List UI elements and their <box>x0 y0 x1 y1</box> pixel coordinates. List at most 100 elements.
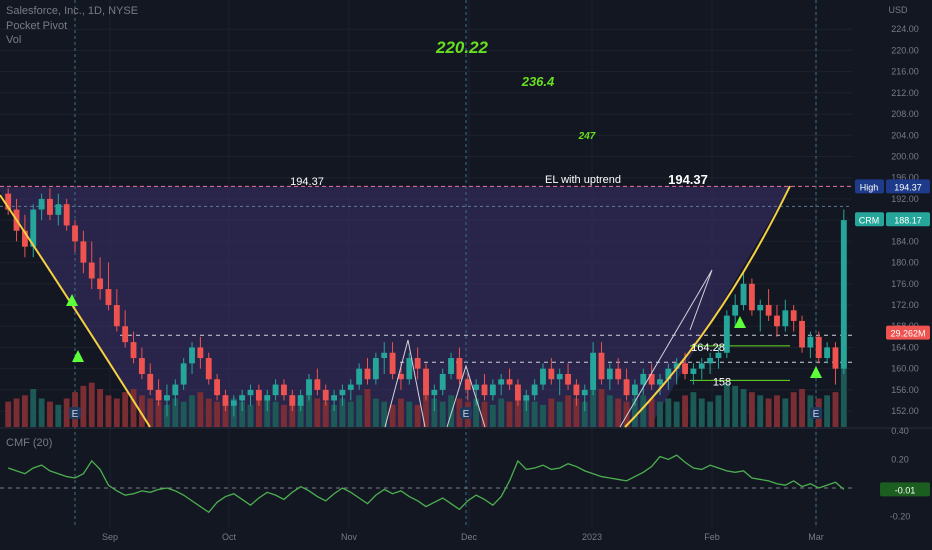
candle-body <box>715 352 722 359</box>
volume-bar <box>322 401 329 427</box>
volume-bar <box>289 398 296 427</box>
candle-body <box>172 384 179 396</box>
candle-body <box>47 198 53 215</box>
candle-body <box>657 379 663 385</box>
volume-bar <box>21 395 28 427</box>
symbol-title: Salesforce, Inc., 1D, NYSE <box>6 5 139 17</box>
candle-body <box>665 368 672 380</box>
earnings-marker-label: E <box>72 409 79 420</box>
candle-body <box>281 384 287 396</box>
candle-body <box>122 326 129 343</box>
volume-bar <box>247 404 254 427</box>
candle-body <box>322 389 329 401</box>
volume-bar <box>423 392 429 427</box>
volume-bar <box>431 398 438 427</box>
indicator-volume-label: Vol <box>6 34 22 46</box>
candle-body <box>514 384 521 401</box>
volume-bar <box>523 398 530 427</box>
chart-annotation: 194.37 <box>290 176 324 188</box>
y-tick-label: 208.00 <box>891 109 919 119</box>
volume-bar <box>222 404 229 427</box>
volume-bar <box>732 385 739 427</box>
chart-annotation: 158 <box>713 377 731 389</box>
volume-bar <box>715 395 722 427</box>
volume-bar <box>138 395 145 427</box>
volume-bar <box>205 398 212 427</box>
volume-bar <box>331 404 338 427</box>
y-tick-label: 172.00 <box>891 300 919 310</box>
volume-bar <box>598 389 605 427</box>
candle-body <box>765 305 772 316</box>
volume-bar <box>606 395 613 427</box>
candle-body <box>130 342 137 359</box>
volume-bar <box>5 401 12 427</box>
volume-bar <box>631 398 638 427</box>
volume-bar <box>581 401 588 427</box>
candle-body <box>540 368 546 385</box>
volume-bar <box>765 398 772 427</box>
candle-body <box>297 395 304 406</box>
volume-bar <box>824 395 831 427</box>
candle-body <box>489 384 496 396</box>
candle-body <box>289 395 296 406</box>
volume-bar <box>757 395 764 427</box>
candle-body <box>648 373 655 385</box>
candle-body <box>247 389 254 396</box>
candle-body <box>824 347 831 359</box>
candle-body <box>147 373 154 390</box>
candle-body <box>598 352 605 380</box>
volume-bar <box>30 389 37 427</box>
volume-bar <box>306 392 312 427</box>
volume-bar <box>38 398 45 427</box>
volume-bar <box>381 401 388 427</box>
candle-body <box>272 384 279 396</box>
candle-body <box>97 278 104 290</box>
candle-body <box>673 363 680 369</box>
candle-body <box>214 379 221 396</box>
chart-annotation: EL with uptrend <box>545 174 621 186</box>
volume-bar <box>690 392 697 427</box>
volume-bar <box>748 392 755 427</box>
candle-body <box>456 358 463 380</box>
volume-bar <box>47 401 53 427</box>
price-badge-value: 188.17 <box>894 215 922 225</box>
price-badge-label-box <box>855 212 884 227</box>
candle-body <box>239 395 246 401</box>
candle-body <box>581 389 588 396</box>
candle-body <box>723 315 730 353</box>
cmf-line <box>7 454 845 514</box>
volume-bar <box>448 395 454 427</box>
candle-body <box>180 363 187 385</box>
candle-body <box>264 395 271 401</box>
candle-body <box>640 373 647 385</box>
y-tick-label: 220.00 <box>891 45 919 55</box>
volume-bar <box>556 401 563 427</box>
triangle-pattern <box>446 364 486 428</box>
candle-body <box>757 305 764 311</box>
candle-body <box>799 320 805 348</box>
price-badge-label-box <box>855 179 884 194</box>
candle-body <box>615 368 622 380</box>
price-badge <box>886 179 930 194</box>
volume-bar <box>97 389 104 427</box>
candle-body <box>155 389 162 401</box>
y-tick-label: 164.00 <box>891 342 919 352</box>
volume-bar <box>239 401 246 427</box>
candle-body <box>840 220 847 369</box>
volume-bar <box>189 395 195 427</box>
candle-body <box>448 358 454 374</box>
volume-bar <box>264 395 271 427</box>
pocket-pivot-marker <box>66 294 78 306</box>
volume-bar <box>281 404 287 427</box>
candle-body <box>556 373 563 380</box>
volume-bar <box>347 401 354 427</box>
candle-body <box>205 358 212 380</box>
y-tick-label: 216.00 <box>891 67 919 77</box>
triangle-pattern <box>384 339 426 428</box>
indicator-pocket-pivot-label: Pocket Pivot <box>6 20 68 32</box>
candle-body <box>222 395 229 406</box>
cmf-indicator-label: CMF (20) <box>6 437 53 449</box>
volume-bar <box>799 389 805 427</box>
x-tick-label: Oct <box>222 532 237 542</box>
